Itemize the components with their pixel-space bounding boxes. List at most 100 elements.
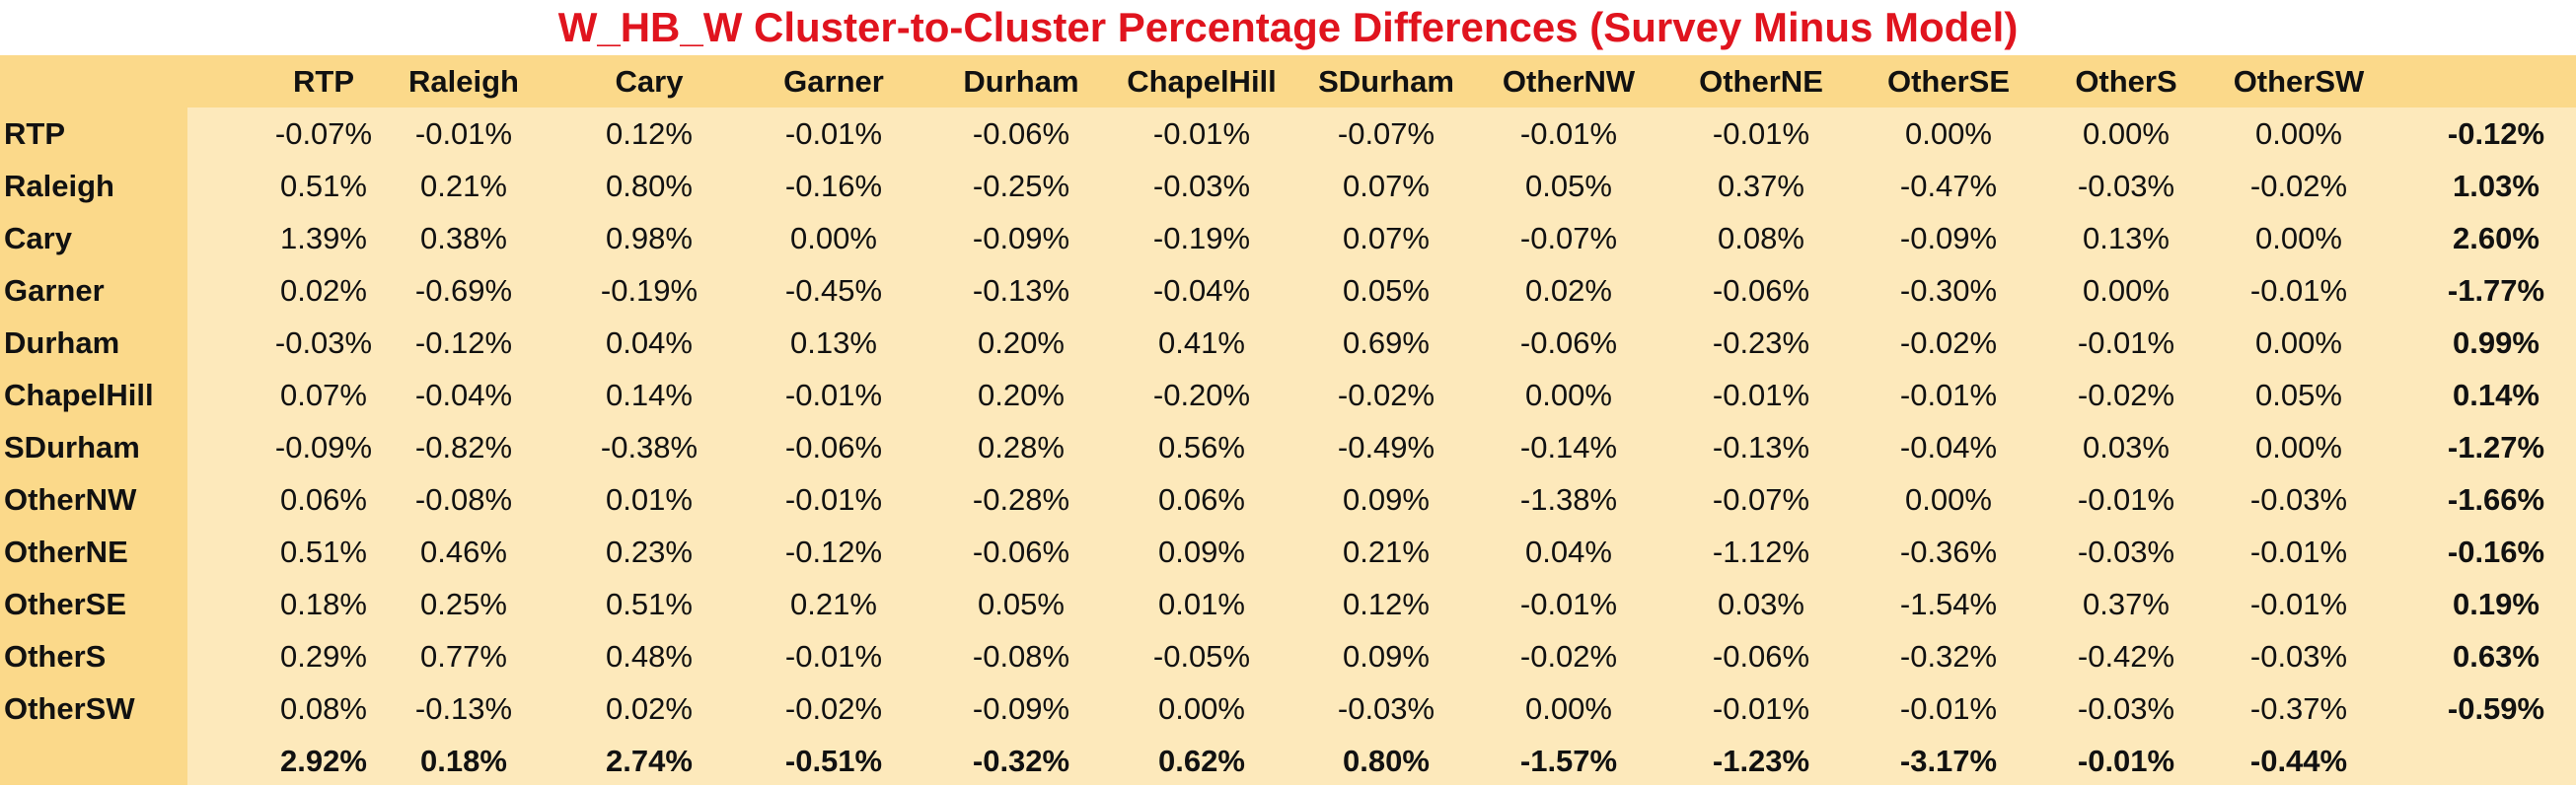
table-cell: -0.32% [1899, 639, 1998, 674]
table-cell: 0.21% [420, 169, 507, 203]
table-cell: 0.46% [420, 535, 507, 569]
table-cell: -0.03% [2077, 535, 2175, 569]
table-cell: -0.82% [414, 430, 513, 465]
column-total: 0.18% [420, 744, 507, 778]
table-cell: 0.29% [280, 639, 367, 674]
percentage-table: RTP Raleigh Cary Garner Durham ChapelHill SDur… [0, 55, 2576, 785]
table-cell: -0.01% [1712, 116, 1810, 151]
table-cell: 0.04% [606, 325, 693, 360]
row-total: -1.77% [2447, 273, 2545, 308]
table-cell: 0.23% [606, 535, 693, 569]
table-cell: -0.19% [1152, 221, 1251, 255]
table-cell: 0.77% [420, 639, 507, 674]
table-cell: -0.03% [2077, 691, 2175, 726]
table-cell: 0.00% [2083, 116, 2170, 151]
column-total: -3.17% [1899, 744, 1998, 778]
table-cell: -0.45% [784, 273, 883, 308]
table-cell: 0.25% [420, 587, 507, 621]
table-cell: 0.07% [1343, 169, 1430, 203]
table-cell: -0.49% [1337, 430, 1435, 465]
row-total: -0.16% [2447, 535, 2545, 569]
table-cell: 0.08% [1718, 221, 1804, 255]
table-cell: -0.03% [2077, 169, 2175, 203]
table-cell: -0.03% [1152, 169, 1251, 203]
table-cell: -0.20% [1152, 378, 1251, 412]
table-cell: -0.01% [2249, 273, 2348, 308]
table-cell: 0.01% [606, 482, 693, 517]
table-cell: 0.41% [1158, 325, 1245, 360]
table-cell: 0.08% [280, 691, 367, 726]
column-total: -1.57% [1519, 744, 1618, 778]
table-cell: -0.01% [784, 378, 883, 412]
table-cell: -0.02% [2077, 378, 2175, 412]
table-cell: 0.14% [606, 378, 693, 412]
table-cell: 0.00% [2255, 221, 2342, 255]
row-label: OtherNW [4, 482, 137, 517]
row-total: -1.66% [2447, 482, 2545, 517]
table-cell: -0.02% [2249, 169, 2348, 203]
table-cell: -0.01% [784, 116, 883, 151]
table-cell: 0.05% [2255, 378, 2342, 412]
table-cell: -0.01% [784, 482, 883, 517]
row-label: OtherSE [4, 587, 127, 621]
row-total: -0.12% [2447, 116, 2545, 151]
table-cell: -0.08% [972, 639, 1070, 674]
table-cell: 0.56% [1158, 430, 1245, 465]
table-cell: -0.06% [784, 430, 883, 465]
column-total: -0.44% [2249, 744, 2348, 778]
table-cell: -0.04% [414, 378, 513, 412]
column-header: OtherNE [1699, 64, 1823, 99]
table-cell: -0.02% [1337, 378, 1435, 412]
table-cell: -0.06% [1712, 639, 1810, 674]
table-cell: -0.02% [1519, 639, 1618, 674]
row-total: 0.19% [2453, 587, 2539, 621]
table-cell: -0.03% [1337, 691, 1435, 726]
table-cell: -0.01% [2077, 482, 2175, 517]
table-cell: -1.12% [1712, 535, 1810, 569]
table-cell: -1.54% [1899, 587, 1998, 621]
column-total: 2.74% [606, 744, 693, 778]
table-cell: 0.03% [1718, 587, 1804, 621]
table-cell: 0.51% [606, 587, 693, 621]
table-cell: -0.05% [1152, 639, 1251, 674]
table-cell: 0.00% [1525, 691, 1612, 726]
table-cell: 0.00% [2255, 116, 2342, 151]
table-cell: -1.38% [1519, 482, 1618, 517]
row-total: -1.27% [2447, 430, 2545, 465]
table-cell: -0.01% [2249, 535, 2348, 569]
column-total: -1.23% [1712, 744, 1810, 778]
table-cell: 0.00% [1905, 116, 1992, 151]
table-cell: 0.02% [1525, 273, 1612, 308]
table-cell: 0.00% [1905, 482, 1992, 517]
table-cell: -0.25% [972, 169, 1070, 203]
column-total: -0.32% [972, 744, 1070, 778]
table-cell: 0.06% [280, 482, 367, 517]
column-header: Raleigh [408, 64, 519, 99]
table-cell: -0.01% [1899, 691, 1998, 726]
table-cell: 0.06% [1158, 482, 1245, 517]
table-cell: 0.02% [606, 691, 693, 726]
table-cell: -0.09% [972, 221, 1070, 255]
table-cell: -0.02% [784, 691, 883, 726]
table-cell: -0.01% [1152, 116, 1251, 151]
table-cell: -0.28% [972, 482, 1070, 517]
column-total: 0.80% [1343, 744, 1430, 778]
table-cell: -0.02% [1899, 325, 1998, 360]
row-label: SDurham [4, 430, 140, 465]
table-cell: -0.09% [972, 691, 1070, 726]
column-header: Garner [783, 64, 884, 99]
table-cell: 0.00% [790, 221, 877, 255]
table-cell: -0.19% [600, 273, 699, 308]
table-cell: -0.01% [1712, 691, 1810, 726]
row-label: OtherS [4, 639, 107, 674]
table-cell: -0.47% [1899, 169, 1998, 203]
table-cell: -0.13% [972, 273, 1070, 308]
row-total: 0.99% [2453, 325, 2539, 360]
table-cell: -0.69% [414, 273, 513, 308]
table-cell: -0.13% [1712, 430, 1810, 465]
row-label: OtherNE [4, 535, 128, 569]
row-header-band [0, 55, 187, 785]
table-cell: -0.01% [784, 639, 883, 674]
row-label: Durham [4, 325, 120, 360]
table-cell: 0.51% [280, 535, 367, 569]
